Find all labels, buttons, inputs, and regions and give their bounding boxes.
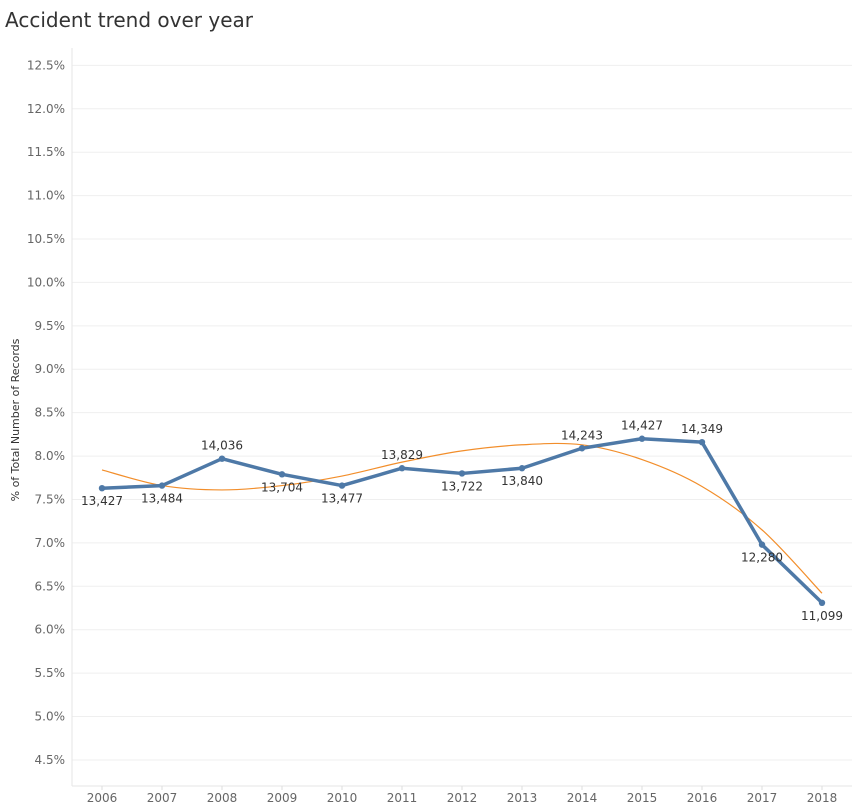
axes [71,48,852,790]
y-tick-label: 10.5% [27,232,65,246]
data-point [518,465,526,472]
trend-line [101,442,823,594]
y-tick-label: 5.5% [35,666,66,680]
data-point [638,435,646,442]
y-tick-label: 7.5% [35,492,66,506]
y-tick-label: 9.0% [35,362,66,376]
y-tick-label: 7.0% [35,536,66,550]
x-tick-label: 2010 [327,791,358,805]
x-axis-ticks: 2006 2007 2008 2009 2010 2011 2012 2013 2014 2015… [87,791,838,805]
x-tick-label: 2015 [627,791,658,805]
x-tick-label: 2007 [147,791,178,805]
y-tick-label: 8.0% [35,449,66,463]
x-tick-label: 2006 [87,791,118,805]
data-label: 13,840 [501,474,543,488]
data-label: 13,829 [381,448,423,462]
data-point [818,599,826,607]
x-tick-label: 2018 [807,791,838,805]
data-point [578,445,586,452]
data-label: 14,427 [621,419,663,433]
x-tick-label: 2011 [387,791,418,805]
data-label: 11,099 [801,609,843,623]
data-point [278,471,286,478]
data-label: 13,427 [81,494,123,508]
data-label: 13,477 [321,492,363,506]
y-tick-label: 11.5% [27,145,65,159]
y-tick-label: 8.5% [35,406,66,420]
y-tick-label: 12.0% [27,102,65,116]
data-point [698,438,706,446]
gridlines [72,64,852,761]
x-tick-label: 2014 [567,791,598,805]
data-label: 13,484 [141,492,183,506]
data-label: 14,349 [681,422,723,436]
data-point [458,470,466,477]
trend-line-layer [101,442,823,594]
data-label: 14,243 [561,428,603,442]
chart-title: Accident trend over year [5,8,253,32]
y-axis-ticks: 4.5% 5.0% 5.5% 6.0% 6.5% 7.0% 7.5% 8.0% 8.5% 9.0%… [27,58,65,767]
y-tick-label: 6.0% [35,623,66,637]
x-tick-label: 2012 [447,791,478,805]
x-tick-label: 2013 [507,791,538,805]
data-label: 13,704 [261,480,303,494]
data-point [98,484,106,492]
data-labels: 13,427 13,484 14,036 13,704 13,477 13,829 13,7… [81,419,843,623]
data-label: 12,280 [741,551,783,565]
data-point [158,482,166,489]
data-point [338,482,346,489]
y-tick-label: 6.5% [35,579,66,593]
x-tick-label: 2008 [207,791,238,805]
data-point [758,541,766,548]
y-tick-label: 4.5% [35,753,66,767]
y-tick-label: 5.0% [35,710,66,724]
series-line [100,436,824,605]
data-point [398,465,406,472]
data-label: 13,722 [441,479,483,493]
x-tick-label: 2017 [747,791,778,805]
y-tick-label: 9.5% [35,319,66,333]
data-label: 14,036 [201,439,243,453]
x-tick-label: 2016 [687,791,718,805]
series-layer [98,435,826,607]
y-tick-label: 10.0% [27,275,65,289]
y-tick-label: 11.0% [27,189,65,203]
data-point [218,455,226,462]
y-axis-title: % of Total Number of Records [9,338,22,501]
y-tick-label: 12.5% [27,58,65,72]
x-tick-label: 2009 [267,791,298,805]
